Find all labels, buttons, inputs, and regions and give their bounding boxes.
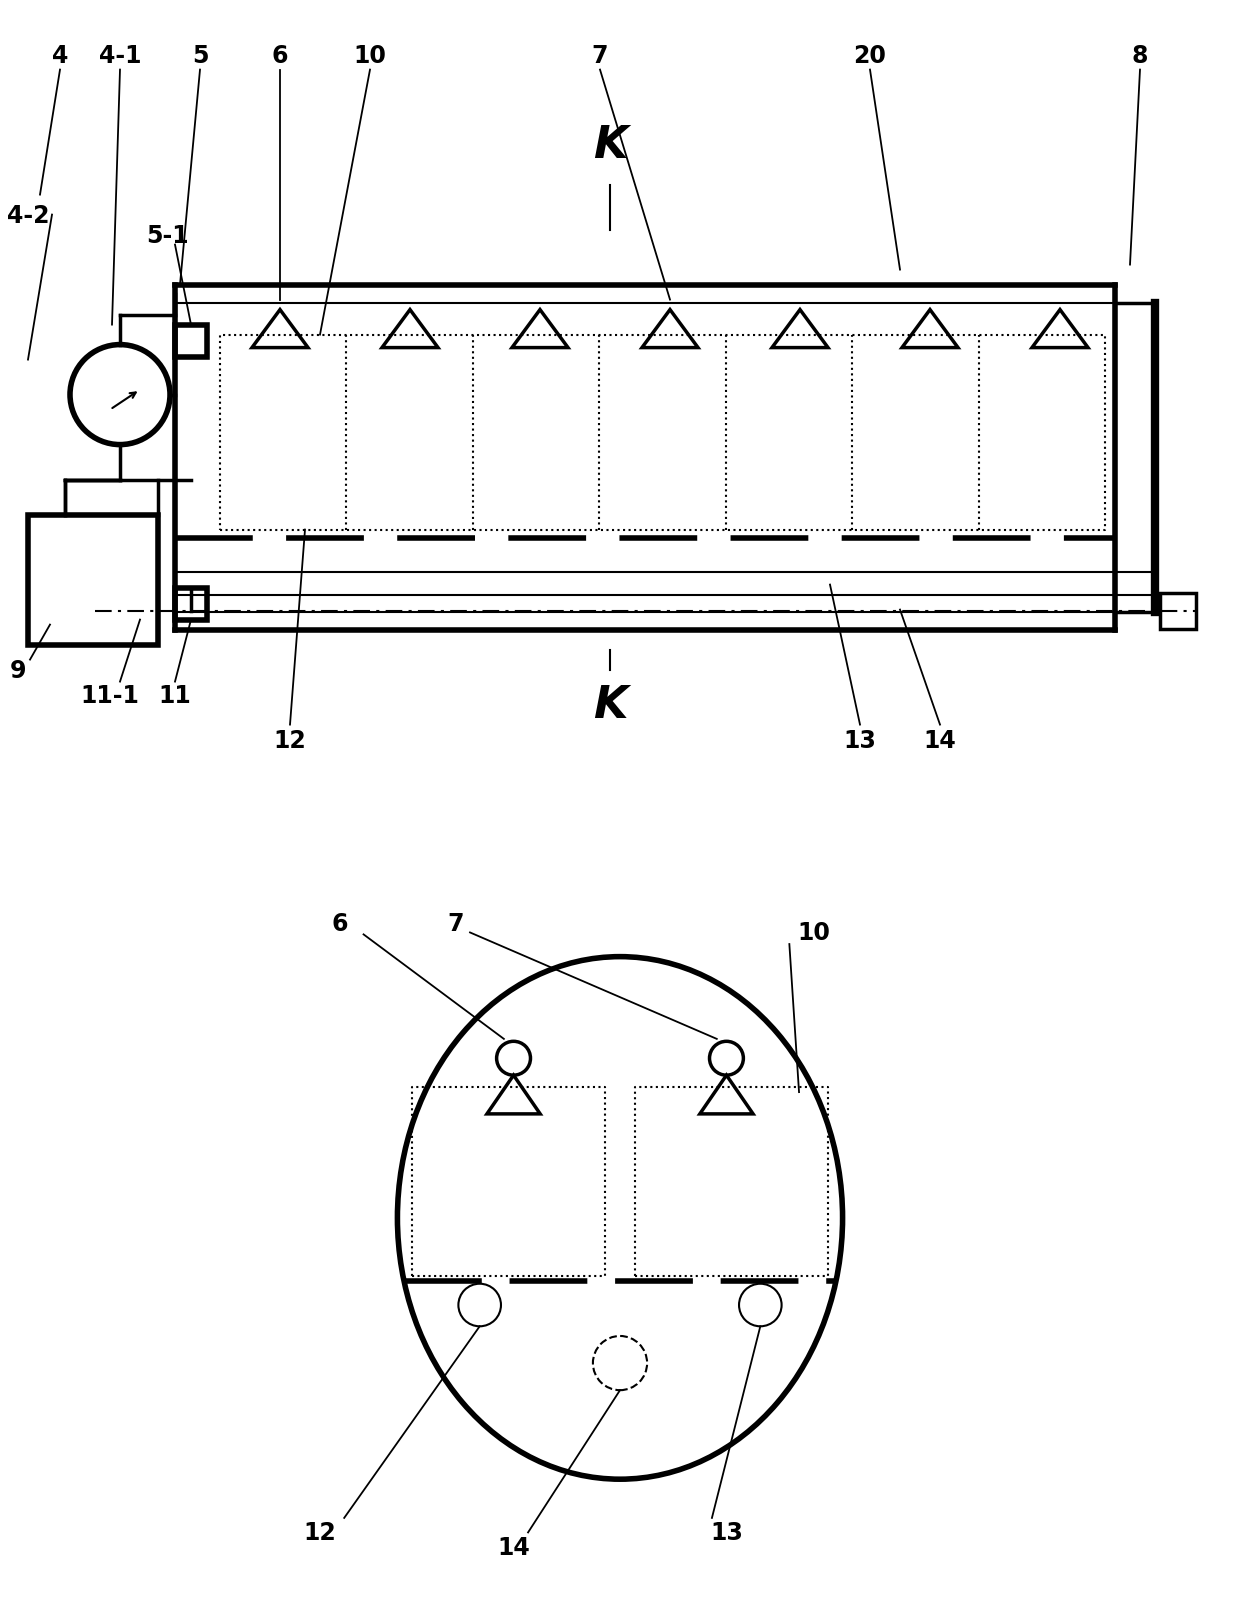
Text: 14: 14 [924, 729, 956, 753]
Text: 20: 20 [853, 43, 887, 67]
Text: 4-2: 4-2 [6, 204, 50, 228]
Bar [175, 326, 207, 358]
Text: 11-1: 11-1 [81, 684, 139, 708]
Text: 13: 13 [843, 729, 877, 753]
Text: 11: 11 [159, 684, 191, 708]
Text: K: K [593, 124, 627, 167]
Text: 10: 10 [797, 921, 830, 945]
Text: 6: 6 [331, 912, 347, 936]
Text: 8: 8 [1132, 43, 1148, 67]
Text: 6: 6 [272, 43, 288, 67]
Bar [175, 587, 207, 620]
Bar [29, 515, 157, 645]
Text: 12: 12 [304, 1520, 336, 1544]
Bar [1159, 594, 1197, 629]
Text: K: K [593, 684, 627, 727]
Text: 4: 4 [52, 43, 68, 67]
Text: 13: 13 [711, 1520, 743, 1544]
Text: 5: 5 [192, 43, 208, 67]
Text: 5-1: 5-1 [146, 223, 190, 247]
Text: 4-1: 4-1 [99, 43, 141, 67]
Text: 7: 7 [591, 43, 609, 67]
Text: 12: 12 [274, 729, 306, 753]
Text: 9: 9 [10, 658, 26, 682]
Text: 14: 14 [497, 1534, 529, 1558]
Text: 7: 7 [448, 912, 464, 936]
Text: 10: 10 [353, 43, 387, 67]
